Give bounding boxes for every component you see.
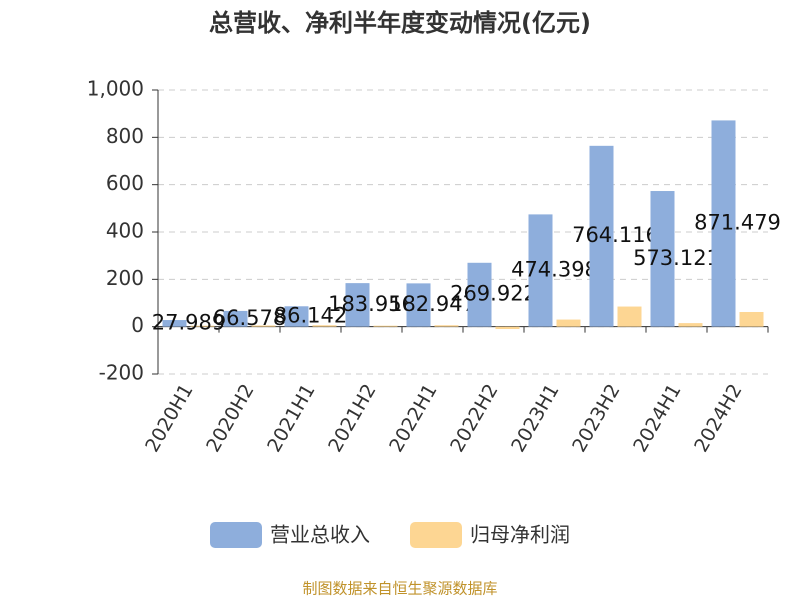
legend-label: 营业总收入 <box>270 523 370 547</box>
bar <box>495 326 520 330</box>
x-tick-label: 2023H2 <box>568 380 624 456</box>
x-tick-label: 2022H1 <box>385 380 441 456</box>
x-tick-label: 2023H1 <box>507 380 563 456</box>
bar <box>467 262 492 327</box>
data-label: 269.922 <box>450 282 537 306</box>
y-tick-label: -200 <box>99 361 144 385</box>
bar <box>373 325 398 327</box>
bar <box>251 325 276 327</box>
data-label: 182.947 <box>389 292 476 316</box>
bar <box>589 145 614 327</box>
legend-swatch <box>210 522 262 548</box>
y-tick-label: 600 <box>106 171 144 195</box>
bar <box>528 214 553 327</box>
x-tick-label: 2024H2 <box>690 380 746 456</box>
y-tick-label: 0 <box>131 313 144 337</box>
data-label: 474.398 <box>511 258 598 282</box>
bar <box>406 283 431 327</box>
bar <box>190 325 215 327</box>
data-label: 573.121 <box>633 246 720 270</box>
bar <box>556 319 581 327</box>
data-label: 27.989 <box>152 310 225 334</box>
bar <box>312 325 337 327</box>
chart-title: 总营收、净利半年度变动情况(亿元) <box>209 9 591 37</box>
x-tick-label: 2024H1 <box>629 380 685 456</box>
bar <box>345 283 370 327</box>
data-label: 183.956 <box>328 292 415 316</box>
bar <box>284 306 309 327</box>
x-tick-label: 2020H1 <box>141 380 197 456</box>
bar <box>162 320 187 327</box>
x-tick-label: 2021H1 <box>263 380 319 456</box>
source-note: 制图数据来自恒生聚源数据库 <box>302 580 497 598</box>
bar <box>223 310 248 327</box>
data-label: 764.116 <box>572 223 659 247</box>
bar <box>434 325 459 327</box>
y-tick-label: 800 <box>106 124 144 148</box>
data-label: 66.578 <box>213 306 286 330</box>
x-tick-label: 2020H2 <box>202 380 258 456</box>
legend-swatch <box>410 522 462 548</box>
bar <box>617 306 642 327</box>
bar <box>678 323 703 327</box>
bar <box>711 120 736 327</box>
y-tick-label: 200 <box>106 266 144 290</box>
data-label: 86.142 <box>274 303 347 327</box>
data-label: 871.479 <box>694 211 781 235</box>
y-tick-label: 400 <box>106 219 144 243</box>
x-tick-label: 2022H2 <box>446 380 502 456</box>
legend-label: 归母净利润 <box>470 523 570 547</box>
bar <box>650 191 675 327</box>
bar <box>739 311 764 327</box>
y-tick-label: 1,000 <box>87 77 144 101</box>
x-tick-label: 2021H2 <box>324 380 380 456</box>
